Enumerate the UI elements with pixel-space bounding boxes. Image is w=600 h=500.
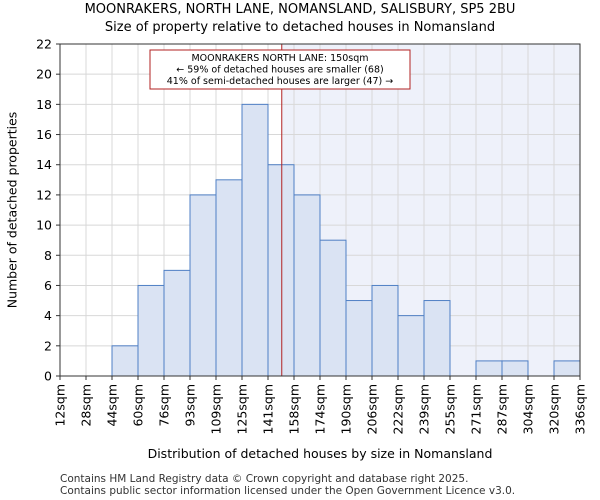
x-tick-label: 28sqm	[79, 384, 94, 427]
x-tick-label: 174sqm	[313, 384, 328, 434]
annotation-line: ← 59% of detached houses are smaller (68…	[176, 65, 383, 76]
chart-title: MOONRAKERS, NORTH LANE, NOMANSLAND, SALI…	[84, 2, 516, 17]
y-tick-label: 6	[44, 278, 52, 293]
footer-line: Contains HM Land Registry data © Crown c…	[60, 473, 469, 485]
x-axis: 12sqm 28sqm 44sqm 60sqm 76sqm 93sqm 109sqm 125s…	[53, 376, 588, 434]
x-tick-label: 271sqm	[469, 384, 484, 434]
y-tick-label: 0	[44, 369, 52, 384]
x-tick-label: 44sqm	[105, 384, 120, 427]
histogram-bar	[345, 300, 373, 377]
histogram-bar	[293, 194, 321, 377]
x-tick-label: 93sqm	[183, 384, 198, 427]
y-tick-label: 12	[36, 187, 52, 202]
y-tick-label: 14	[36, 157, 52, 172]
histogram-bar	[501, 360, 529, 377]
x-tick-label: 158sqm	[287, 384, 302, 434]
x-tick-label: 320sqm	[547, 384, 562, 434]
y-tick-label: 4	[44, 308, 52, 323]
chart-subtitle: Size of property relative to detached ho…	[104, 20, 496, 35]
histogram-bar	[163, 269, 191, 377]
histogram-bar	[475, 360, 503, 377]
x-tick-label: 336sqm	[573, 384, 588, 434]
x-tick-label: 239sqm	[417, 384, 432, 434]
histogram-bar	[241, 103, 269, 377]
histogram-bar	[423, 300, 451, 377]
x-axis-label: Distribution of detached houses by size …	[148, 446, 493, 461]
histogram-chart: 0 2 4 6 8 10 12 14 16 18 20 22 12sqm 28sqm 44sqm 60sqm…	[5, 37, 588, 462]
annotation-line: MOONRAKERS NORTH LANE: 150sqm	[191, 53, 368, 64]
x-tick-label: 304sqm	[521, 384, 536, 434]
x-tick-label: 222sqm	[391, 384, 406, 434]
histogram-bar	[215, 179, 243, 377]
annotation-frame	[149, 49, 411, 90]
x-tick-label: 141sqm	[261, 384, 276, 434]
y-tick-label: 16	[36, 127, 52, 142]
x-tick-label: 190sqm	[339, 384, 354, 434]
histogram-bar	[319, 239, 347, 377]
y-tick-label: 8	[44, 248, 52, 263]
footer-line: Contains public sector information licen…	[60, 485, 516, 497]
y-tick-label: 22	[36, 37, 52, 52]
x-tick-label: 255sqm	[443, 384, 458, 434]
y-tick-label: 10	[36, 218, 52, 233]
annotation-line: 41% of semi-detached houses are larger (…	[167, 76, 394, 87]
x-tick-label: 287sqm	[495, 384, 510, 434]
x-tick-label: 206sqm	[365, 384, 380, 434]
y-tick-label: 2	[44, 338, 52, 353]
y-axis: 0 2 4 6 8 10 12 14 16 18 20 22	[36, 37, 60, 384]
x-tick-label: 60sqm	[131, 384, 146, 427]
histogram-bar	[111, 345, 139, 377]
histogram-bar	[267, 164, 295, 377]
histogram-bar	[397, 315, 425, 377]
y-tick-label: 20	[36, 67, 52, 82]
x-tick-label: 109sqm	[209, 384, 224, 434]
histogram-bar	[371, 284, 399, 377]
x-tick-label: 125sqm	[235, 384, 250, 434]
bars	[111, 103, 581, 377]
x-tick-label: 76sqm	[157, 384, 172, 427]
x-tick-label: 12sqm	[53, 384, 68, 427]
histogram-bar	[189, 194, 217, 377]
histogram-bar	[553, 360, 581, 377]
y-tick-label: 18	[36, 97, 52, 112]
histogram-bar	[137, 284, 165, 377]
y-axis-label: Number of detached properties	[5, 112, 20, 309]
annotation-box: MOONRAKERS NORTH LANE: 150sqm ← 59% of d…	[149, 49, 411, 90]
